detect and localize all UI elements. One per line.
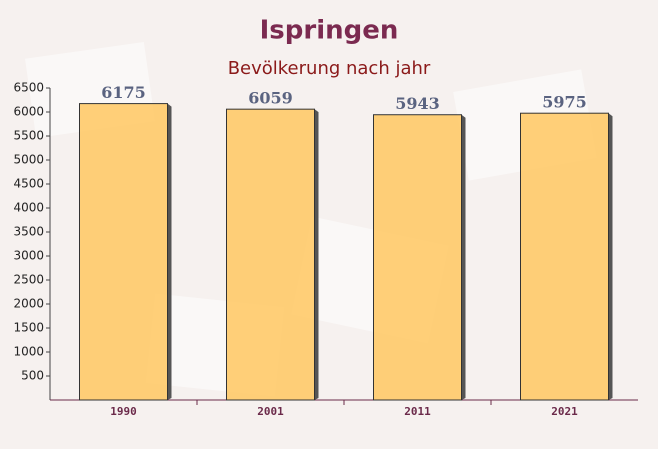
value-label: 6175: [101, 83, 146, 102]
value-label: 6059: [248, 89, 293, 108]
x-tick-label: 1990: [110, 405, 137, 418]
y-tick-label: 5500: [13, 129, 44, 143]
y-tick-label: 6500: [13, 81, 44, 95]
y-tick-label: 1500: [13, 321, 44, 335]
y-tick-label: 500: [21, 369, 44, 383]
chart-title: Ispringen: [260, 16, 399, 46]
y-tick-label: 6000: [13, 105, 44, 119]
y-tick-label: 3000: [13, 249, 44, 263]
bar: [226, 108, 315, 401]
y-tick-label: 2500: [13, 273, 44, 287]
bar: [373, 114, 462, 401]
x-tick-label: 2001: [257, 405, 284, 418]
y-tick-label: 1000: [13, 345, 44, 359]
bar-shadow: [461, 114, 466, 401]
y-tick-label: 4000: [13, 201, 44, 215]
chart-subtitle: Bevölkerung nach jahr: [228, 58, 431, 79]
bar-shadow: [167, 103, 172, 400]
bar-shadow: [608, 113, 613, 400]
x-tick-label: 2011: [404, 405, 431, 418]
value-label: 5943: [395, 94, 440, 113]
value-label: 5975: [542, 93, 587, 112]
y-tick-label: 3500: [13, 225, 44, 239]
y-tick-label: 4500: [13, 177, 44, 191]
bar: [520, 112, 609, 401]
x-tick-label: 2021: [551, 405, 578, 418]
bar-shadow: [314, 109, 319, 400]
y-tick-label: 5000: [13, 153, 44, 167]
bar: [79, 103, 168, 401]
y-tick-label: 2000: [13, 297, 44, 311]
